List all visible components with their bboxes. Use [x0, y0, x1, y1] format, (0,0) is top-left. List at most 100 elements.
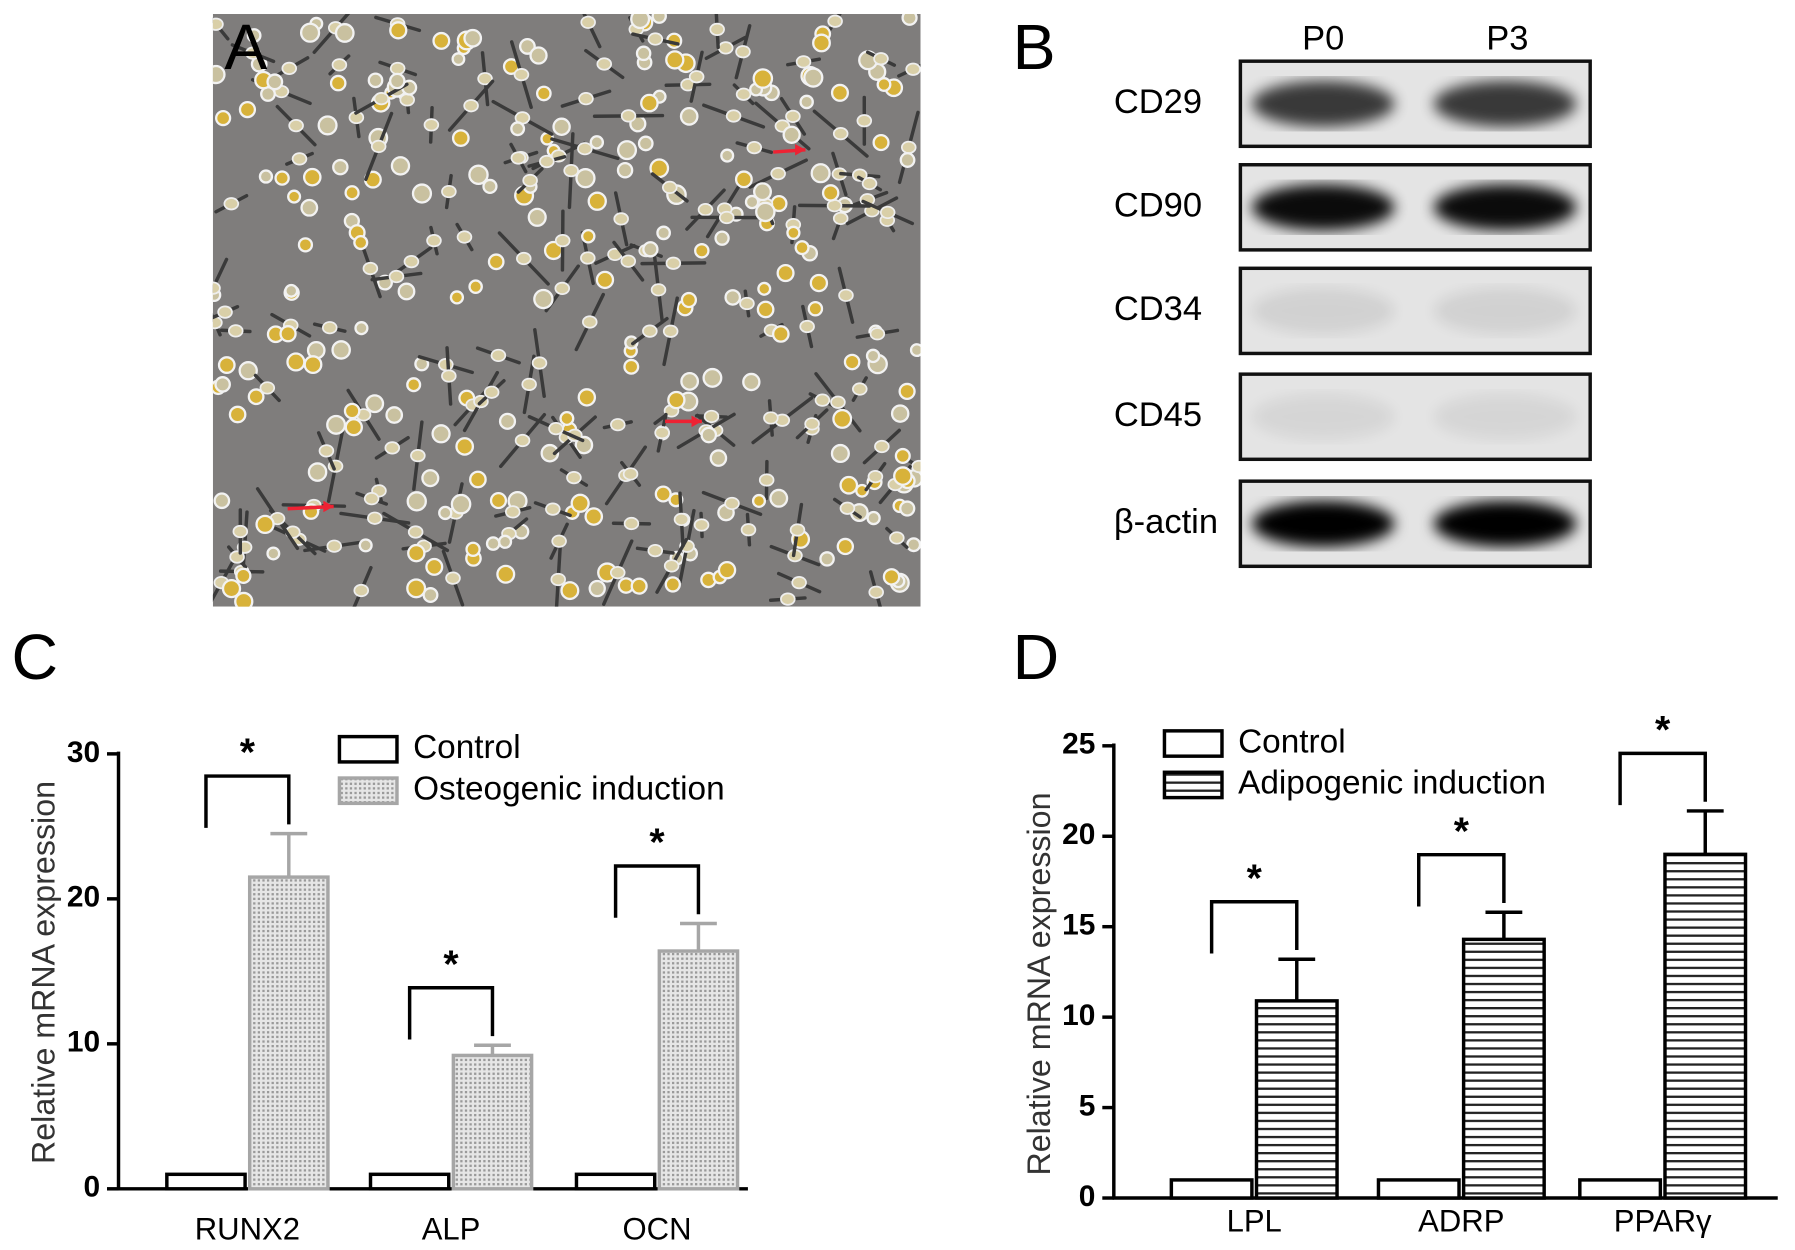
- cell: [717, 560, 737, 580]
- x-tick-label: PPARγ: [1614, 1204, 1712, 1239]
- cell: [905, 62, 921, 76]
- cell: [724, 289, 742, 306]
- cell: [365, 394, 385, 414]
- y-tick-label: 20: [1062, 818, 1095, 851]
- cell: [552, 117, 571, 137]
- significance-bracket: [407, 986, 495, 1040]
- cell: [769, 488, 789, 508]
- cell: [697, 202, 714, 217]
- cell: [794, 240, 810, 256]
- error-bar: [1686, 809, 1724, 855]
- cell: [739, 296, 755, 311]
- cell: [709, 22, 725, 36]
- blot-row-label: CD90: [1114, 186, 1202, 224]
- panel-label: B: [1013, 11, 1056, 83]
- cell: [299, 22, 321, 43]
- blot-band: [1251, 500, 1395, 547]
- cell: [577, 388, 597, 407]
- cell: [911, 459, 921, 474]
- bar: [1169, 1178, 1254, 1200]
- cell: [570, 493, 590, 513]
- legend-label: Control: [413, 729, 521, 766]
- cell: [554, 234, 571, 248]
- blot-band: [1433, 80, 1577, 127]
- cell: [343, 402, 361, 420]
- cell: [630, 14, 651, 30]
- cell: [353, 583, 370, 598]
- cell: [403, 254, 420, 269]
- cell: [876, 77, 892, 92]
- cell: [814, 393, 831, 407]
- cell: [232, 524, 249, 539]
- blot-column-label: P0: [1302, 20, 1344, 58]
- cell: [266, 546, 281, 561]
- legend-label: Adipogenic induction: [1238, 765, 1546, 802]
- y-tick-label: 20: [67, 881, 100, 914]
- y-tick-label: 10: [67, 1026, 100, 1059]
- cell: [212, 17, 224, 31]
- cell: [490, 348, 507, 363]
- cell: [326, 414, 347, 435]
- arrow-head: [795, 144, 806, 156]
- cell: [647, 32, 664, 46]
- cell: [832, 127, 849, 141]
- cell: [906, 537, 921, 553]
- x-tick-label: OCN: [623, 1212, 692, 1247]
- cell: [489, 491, 508, 510]
- cell: [755, 201, 776, 223]
- error-bar: [1485, 910, 1523, 940]
- cell: [212, 281, 221, 295]
- cell: [496, 564, 516, 584]
- cell: [647, 544, 664, 558]
- cell: [497, 534, 513, 549]
- cell: [836, 537, 855, 556]
- bar: [247, 875, 330, 1191]
- cell: [317, 115, 338, 136]
- cell: [894, 447, 911, 464]
- cell: [279, 325, 297, 343]
- cell: [551, 534, 567, 548]
- y-tick-label: 15: [1062, 909, 1095, 942]
- cell: [809, 273, 829, 293]
- cell: [763, 411, 779, 425]
- cell: [388, 269, 405, 284]
- cell: [213, 492, 231, 510]
- cell: [679, 107, 699, 126]
- cell: [469, 470, 487, 489]
- cell: [786, 225, 801, 240]
- cell: [901, 14, 918, 26]
- cell: [482, 178, 498, 195]
- cell: [358, 538, 373, 553]
- x-tick-label: LPL: [1227, 1204, 1282, 1239]
- cell: [246, 28, 262, 43]
- cell: [702, 367, 723, 388]
- blot-column-label: P3: [1486, 20, 1528, 58]
- cell: [776, 264, 795, 283]
- cell: [771, 325, 790, 343]
- blot-band: [1251, 80, 1395, 127]
- significance-label: *: [443, 943, 459, 986]
- cell: [620, 109, 637, 123]
- cell: [656, 225, 671, 241]
- cell: [866, 510, 881, 526]
- cell: [456, 230, 473, 244]
- cell: [610, 418, 626, 432]
- cell: [795, 55, 812, 69]
- cell: [827, 14, 843, 28]
- cell: [318, 444, 335, 458]
- significance-label: *: [1655, 709, 1671, 752]
- cell: [613, 212, 629, 226]
- error-bar: [474, 1043, 511, 1056]
- x-tick-label: ADRP: [1418, 1204, 1504, 1239]
- cell: [799, 94, 814, 110]
- bar: [451, 1053, 534, 1191]
- cell: [406, 491, 427, 512]
- cell: [819, 551, 835, 567]
- cell: [407, 543, 426, 563]
- cell: [212, 64, 226, 85]
- cell: [785, 109, 801, 123]
- error-bar: [270, 831, 308, 878]
- cell: [640, 93, 659, 113]
- cell: [839, 501, 856, 515]
- cell: [581, 229, 596, 244]
